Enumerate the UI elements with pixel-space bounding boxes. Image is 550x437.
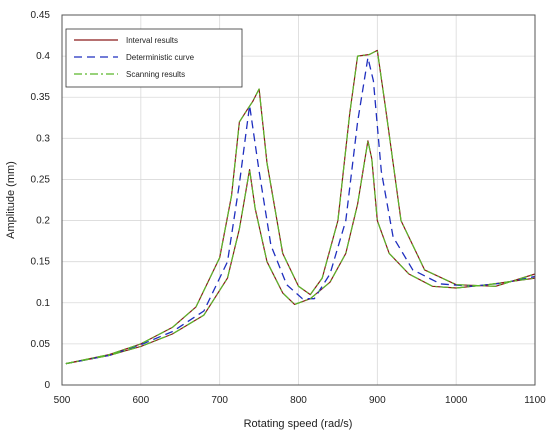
series-lines xyxy=(65,49,536,365)
legend-box xyxy=(65,28,243,88)
x-tick-label: 500 xyxy=(54,395,71,406)
x-tick-label: 600 xyxy=(132,395,149,406)
x-axis-title: Rotating speed (rad/s) xyxy=(244,418,353,430)
series-line-deterministic-curve xyxy=(65,57,536,365)
legend-label-scanning: Scanning results xyxy=(126,70,185,79)
y-tick-label: 0.3 xyxy=(36,133,50,144)
legend-label-deterministic: Deterministic curve xyxy=(126,53,195,62)
y-tick-label: 0.1 xyxy=(36,298,50,309)
x-tick-label: 900 xyxy=(369,395,386,406)
y-tick-label: 0 xyxy=(44,380,50,391)
y-tick-label: 0.35 xyxy=(31,92,51,103)
legend: Interval results Deterministic curve Sca… xyxy=(65,28,243,88)
y-tick-labels: 0 0.05 0.1 0.15 0.2 0.25 0.3 0.35 0.4 0.45 xyxy=(31,10,51,391)
y-axis-title: Amplitude (mm) xyxy=(5,161,17,239)
series-line-scanning-results-lower xyxy=(65,140,536,365)
y-tick-label: 0.45 xyxy=(31,10,51,21)
y-tick-label: 0.2 xyxy=(36,216,50,227)
y-tick-label: 0.05 xyxy=(31,339,51,350)
y-tick-label: 0.4 xyxy=(36,51,50,62)
x-tick-label: 1100 xyxy=(524,395,546,406)
plot-frame xyxy=(61,14,536,386)
x-tick-label: 700 xyxy=(211,395,228,406)
x-tick-label: 1000 xyxy=(445,395,468,406)
series-line-scanning-results-upper xyxy=(65,49,536,365)
legend-label-interval: Interval results xyxy=(126,36,178,45)
x-tick-label: 800 xyxy=(290,395,307,406)
y-tick-label: 0.25 xyxy=(31,174,51,185)
x-tick-labels: 500 600 700 800 900 1000 1100 xyxy=(54,395,547,406)
y-tick-label: 0.15 xyxy=(31,257,51,268)
